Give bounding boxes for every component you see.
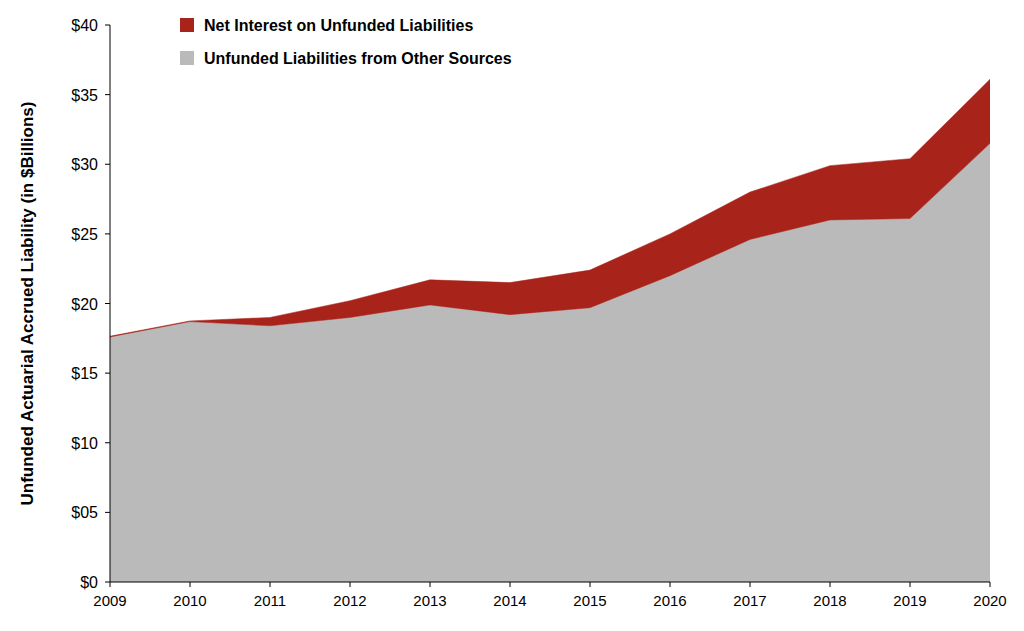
x-tick-label: 2015: [573, 592, 606, 609]
chart: $0 $05 $10 $15 $20 $25 $30 $35 $40 2009 2010 2011 20…: [0, 0, 1024, 631]
legend-swatch: [180, 18, 194, 32]
x-tick-label: 2019: [893, 592, 926, 609]
plot-area: [110, 79, 990, 582]
x-tick: [110, 582, 111, 587]
x-tick: [590, 582, 591, 587]
x-tick-label: 2009: [93, 592, 126, 609]
legend-swatch: [180, 51, 194, 65]
x-tick-label: 2011: [254, 592, 286, 609]
x-tick: [350, 582, 351, 587]
legend-label: Unfunded Liabilities from Other Sources: [204, 50, 512, 67]
y-tick-label: $25: [71, 226, 98, 243]
x-tick-label: 2020: [973, 592, 1006, 609]
y-tick: [105, 512, 110, 513]
y-tick-label: $20: [71, 296, 98, 313]
y-tick: [105, 442, 110, 443]
x-tick-label: 2016: [653, 592, 686, 609]
x-tick-label: 2018: [813, 592, 846, 609]
x-tick: [830, 582, 831, 587]
y-tick: [105, 94, 110, 95]
y-tick-label: $0: [80, 574, 98, 591]
y-tick-label: $10: [71, 435, 98, 452]
x-tick-label: 2014: [493, 592, 526, 609]
x-tick-label: 2013: [413, 592, 446, 609]
y-tick: [105, 233, 110, 234]
y-tick-label: $05: [71, 504, 98, 521]
y-tick: [105, 303, 110, 304]
y-tick: [105, 582, 110, 583]
x-tick: [430, 582, 431, 587]
x-tick-label: 2012: [333, 592, 366, 609]
x-tick: [670, 582, 671, 587]
x-tick-label: 2010: [173, 592, 206, 609]
x-tick: [910, 582, 911, 587]
x-tick: [510, 582, 511, 587]
y-tick-label: $40: [71, 17, 98, 34]
x-tick: [990, 582, 991, 587]
area-series: [110, 79, 990, 337]
y-tick: [105, 373, 110, 374]
y-tick-label: $30: [71, 156, 98, 173]
x-tick: [190, 582, 191, 587]
x-tick: [750, 582, 751, 587]
y-tick-label: $35: [71, 87, 98, 104]
y-axis-label: Unfunded Actuarial Accrued Liability (in…: [18, 102, 37, 506]
y-tick: [105, 25, 110, 26]
x-axis-line: [110, 582, 990, 583]
x-tick-label: 2017: [733, 592, 766, 609]
x-tick: [270, 582, 271, 587]
y-tick-label: $15: [71, 365, 98, 382]
y-tick: [105, 164, 110, 165]
legend: Net Interest on Unfunded Liabilities Unfu…: [180, 17, 512, 67]
legend-label: Net Interest on Unfunded Liabilities: [204, 17, 473, 34]
